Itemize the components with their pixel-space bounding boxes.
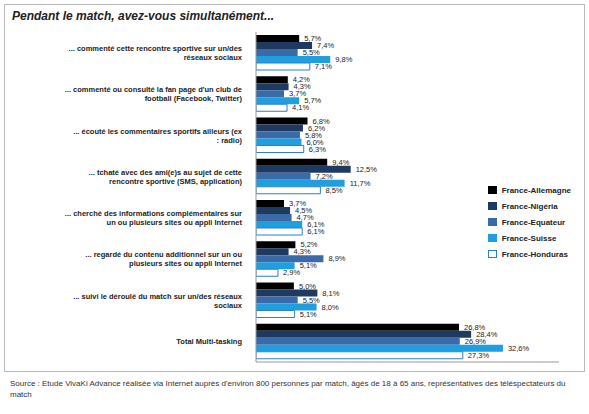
svg-text:Total Multi-tasking: Total Multi-tasking xyxy=(176,337,242,346)
html-text:France-Equateur: France-Equateur xyxy=(501,217,566,227)
svg-text:6,1%: 6,1% xyxy=(307,227,324,236)
svg-text:32,6%: 32,6% xyxy=(508,344,530,353)
svg-text:6,1%: 6,1% xyxy=(307,220,325,230)
svg-text:5,7%: 5,7% xyxy=(304,96,322,106)
svg-text:... suivi le déroulé du match: ... suivi le déroulé du match sur un/des… xyxy=(73,292,243,310)
svg-text:6,2%: 6,2% xyxy=(308,123,326,133)
svg-text:8,1%: 8,1% xyxy=(322,289,339,298)
svg-text:6,0%: 6,0% xyxy=(306,137,324,147)
svg-text:9,8%: 9,8% xyxy=(335,55,352,64)
svg-text:4,7%: 4,7% xyxy=(296,213,314,223)
html-text:Source : Etude VivaKi Advance: Source : Etude VivaKi Advance réalisée v… xyxy=(10,379,566,399)
svg-text:27,3%: 27,3% xyxy=(468,351,490,360)
svg-text:8,0%: 8,0% xyxy=(322,303,339,312)
svg-text:3,7%: 3,7% xyxy=(289,199,307,209)
svg-text:4,3%: 4,3% xyxy=(294,247,311,256)
svg-text:5,2%: 5,2% xyxy=(300,240,318,250)
html-text:Pendant le match, avez-vous si: Pendant le match, avez-vous simultanémen… xyxy=(12,9,275,23)
svg-text:8,9%: 8,9% xyxy=(328,254,345,263)
svg-text:26,8%: 26,8% xyxy=(464,322,486,332)
svg-text:5,0%: 5,0% xyxy=(299,282,316,291)
svg-text:... écouté les commentaires sp: ... écouté les commentaires sportifs ail… xyxy=(73,127,243,145)
html-text:France-Honduras: France-Honduras xyxy=(501,249,568,259)
svg-text:6,3%: 6,3% xyxy=(309,145,326,154)
svg-text:5,8%: 5,8% xyxy=(304,130,322,140)
html-text:France-Suisse: France-Suisse xyxy=(501,233,557,243)
svg-text:6,8%: 6,8% xyxy=(312,116,330,126)
svg-text:5,1%: 5,1% xyxy=(300,310,317,319)
svg-text:... cherché des informations c: ... cherché des informations complémenta… xyxy=(65,209,243,227)
svg-text:3,7%: 3,7% xyxy=(289,89,307,99)
svg-text:... commenté ou consulté la fa: ... commenté ou consulté la fan page d'u… xyxy=(65,85,243,103)
svg-text:5,1%: 5,1% xyxy=(300,261,317,270)
svg-text:... commenté cette rencontre s: ... commenté cette rencontre sportive su… xyxy=(69,44,243,62)
svg-text:5,5%: 5,5% xyxy=(303,296,320,305)
svg-text:4,5%: 4,5% xyxy=(295,206,313,216)
html-text:France-Nigéria: France-Nigéria xyxy=(501,201,558,211)
svg-text:28,4%: 28,4% xyxy=(476,329,498,339)
svg-text:7,4%: 7,4% xyxy=(317,41,335,51)
svg-text:12,5%: 12,5% xyxy=(356,165,378,174)
svg-text:7,2%: 7,2% xyxy=(316,172,333,181)
html-text:France-Allemagne: France-Allemagne xyxy=(501,185,571,195)
svg-text:... tchaté avec des ami(e)s au: ... tchaté avec des ami(e)s au sujet de … xyxy=(89,168,243,186)
svg-text:11,7%: 11,7% xyxy=(350,179,371,188)
svg-text:4,1%: 4,1% xyxy=(292,103,309,112)
svg-text:8,5%: 8,5% xyxy=(325,186,342,195)
svg-text:7,1%: 7,1% xyxy=(315,62,332,71)
svg-text:... regardé du contenu additio: ... regardé du contenu additionnel sur u… xyxy=(85,250,242,268)
svg-text:5,5%: 5,5% xyxy=(303,48,320,57)
svg-text:26,9%: 26,9% xyxy=(465,337,487,346)
svg-text:4,2%: 4,2% xyxy=(292,75,310,85)
svg-text:5,7%: 5,7% xyxy=(304,34,322,44)
svg-text:2,9%: 2,9% xyxy=(283,268,300,277)
svg-text:4,3%: 4,3% xyxy=(293,82,311,92)
svg-text:9,4%: 9,4% xyxy=(332,158,349,167)
